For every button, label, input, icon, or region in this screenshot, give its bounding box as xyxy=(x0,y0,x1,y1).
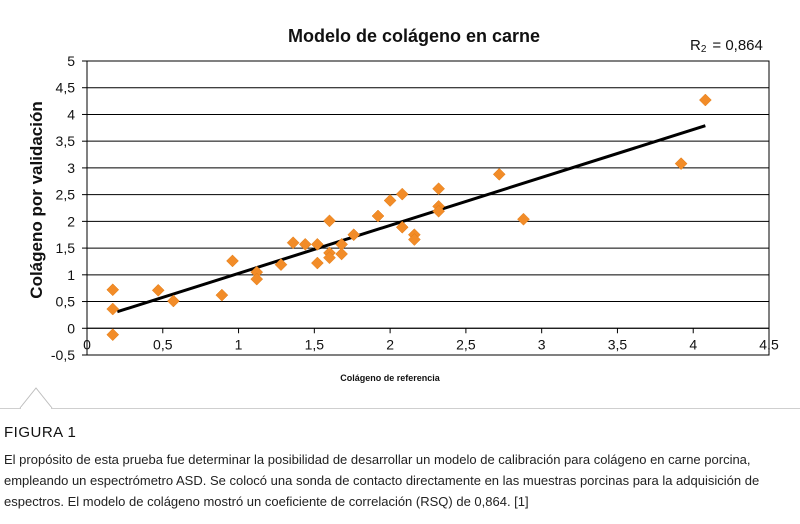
y-tick-label: 1 xyxy=(67,267,75,283)
data-point xyxy=(215,288,229,302)
x-tick-label: 3,5 xyxy=(608,336,628,352)
r-squared-annotation: R2 = 0,864 xyxy=(690,37,763,55)
y-tick-label: 5 xyxy=(67,53,75,69)
data-point xyxy=(106,283,120,297)
data-point xyxy=(250,272,264,286)
y-tick-label: 0,5 xyxy=(56,294,76,310)
data-point xyxy=(492,167,506,181)
plot-area xyxy=(86,60,770,356)
y-tick-label: 2 xyxy=(67,213,75,229)
data-point xyxy=(106,302,120,316)
data-point xyxy=(323,214,336,228)
y-tick-label: 0 xyxy=(67,320,75,336)
data-point xyxy=(151,283,165,297)
chart-plot: -0,5 0 0,5 1 1,5 2 2,5 3 3,5 4 4,5 5 0 0,5 1 1,5 2 2,5 3 3,… xyxy=(27,26,779,383)
data-point xyxy=(432,204,445,218)
x-tick-label: 2,5 xyxy=(456,336,476,352)
x-tick-label: 2 xyxy=(386,336,394,352)
figure-caption: El propósito de esta prueba fue determin… xyxy=(4,452,760,509)
y-tick-label: 2,5 xyxy=(56,187,76,203)
y-tick-label: 4,5 xyxy=(56,80,76,96)
y-tick-label: 3,5 xyxy=(56,133,76,149)
y-tick-label: 3 xyxy=(67,160,75,176)
trendline xyxy=(116,124,706,314)
x-tick-label: 3 xyxy=(538,336,546,352)
data-point xyxy=(311,256,324,270)
data-point xyxy=(226,254,239,268)
data-point xyxy=(408,233,421,246)
data-point xyxy=(323,251,336,265)
figure-label: FIGURA 1 xyxy=(4,424,77,441)
callout-pointer xyxy=(19,387,53,409)
x-tick-label: 4,5 xyxy=(759,336,779,352)
x-tick-label: 0 xyxy=(83,336,91,352)
y-tick-label: 1,5 xyxy=(56,240,76,256)
data-point xyxy=(106,328,120,342)
data-point xyxy=(395,220,409,234)
data-point xyxy=(274,258,288,272)
data-point xyxy=(698,93,712,107)
data-point xyxy=(395,187,409,201)
data-point xyxy=(432,182,445,196)
data-point xyxy=(311,237,324,251)
x-axis-label: Colágeno de referencia xyxy=(340,373,441,383)
data-point xyxy=(517,212,530,226)
y-axis-label: Colágeno por validación xyxy=(27,101,46,298)
y-tick-label: 4 xyxy=(67,106,75,122)
data-point xyxy=(674,157,688,170)
chart-title: Modelo de colágeno en carne xyxy=(288,26,540,46)
data-point xyxy=(286,236,300,250)
data-point xyxy=(371,209,385,223)
data-point xyxy=(335,247,348,261)
chart-container: -0,5 0 0,5 1 1,5 2 2,5 3 3,5 4 4,5 5 0 0,5 1 1,5 2 2,5 3 3,… xyxy=(0,26,800,409)
y-tick-label: -0,5 xyxy=(51,347,75,363)
x-tick-label: 1 xyxy=(235,336,243,352)
x-tick-label: 4 xyxy=(689,336,697,352)
data-point xyxy=(347,228,361,242)
data-point xyxy=(167,294,180,308)
x-tick-label: 1,5 xyxy=(305,336,325,352)
data-point xyxy=(298,237,312,251)
data-point xyxy=(383,194,397,207)
x-tick-label: 0,5 xyxy=(153,336,173,352)
